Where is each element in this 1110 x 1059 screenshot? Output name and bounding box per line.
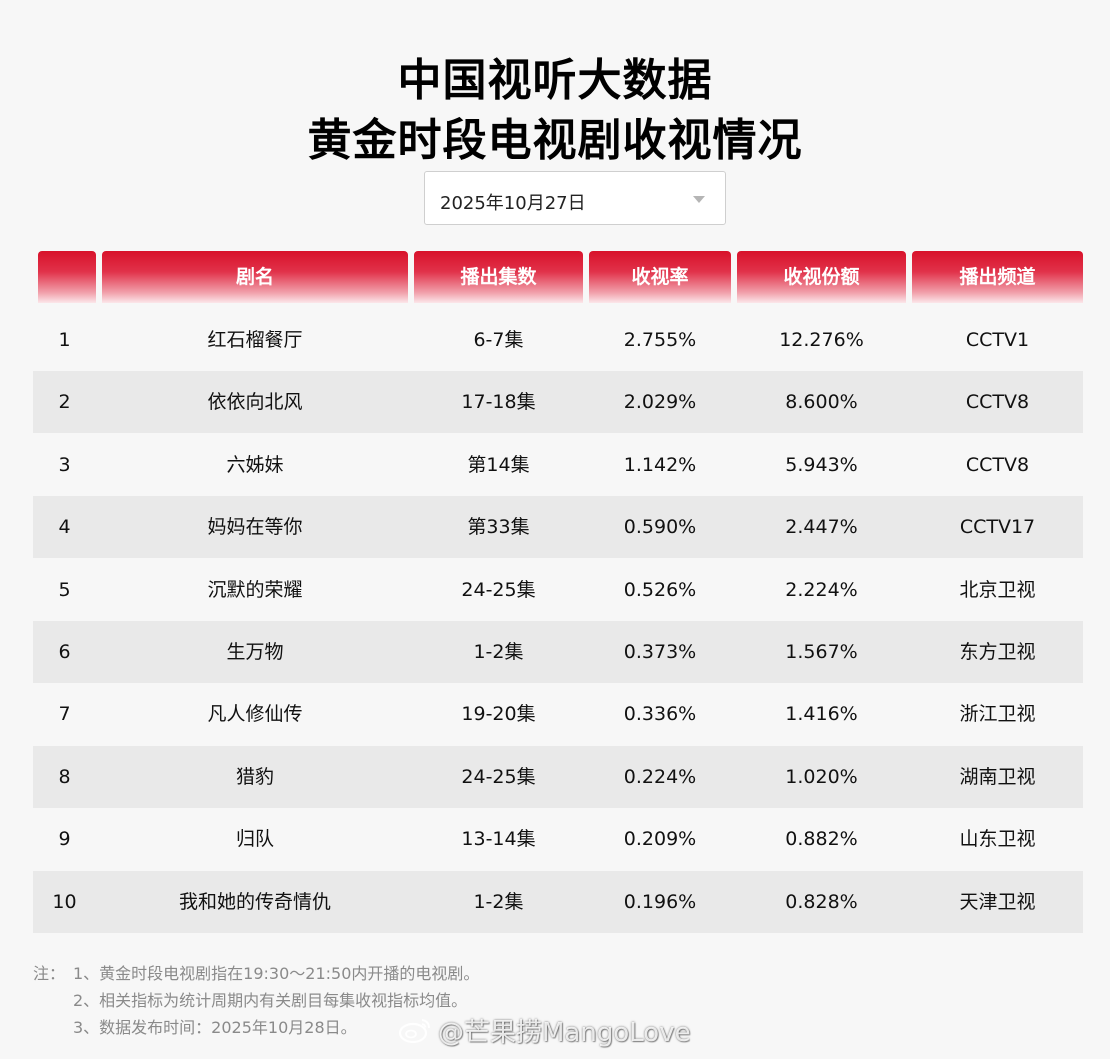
notes-prefix: 注：	[33, 964, 66, 983]
cell-rank: 8	[58, 765, 71, 788]
cell-title: 凡人修仙传	[207, 703, 303, 726]
cell-channel: 山东卫视	[959, 828, 1036, 851]
cell-rating: 2.755%	[623, 329, 697, 351]
cell-episodes: 第33集	[467, 516, 530, 539]
header-share: 收视份额	[737, 251, 906, 303]
table-row: 4 妈妈在等你 第33集 0.590% 2.447% CCTV17	[33, 496, 1083, 559]
cell-title: 我和她的传奇情仇	[178, 890, 331, 913]
note-line-2: 2、相关指标为统计周期内有关剧目每集收视指标均值。	[73, 991, 468, 1010]
cell-episodes: 24-25集	[461, 765, 536, 788]
cell-episodes: 6-7集	[473, 329, 524, 351]
cell-rating: 2.029%	[623, 391, 697, 414]
cell-rating: 0.196%	[623, 890, 697, 913]
cell-title: 妈妈在等你	[207, 516, 303, 539]
cell-share: 1.567%	[785, 641, 858, 663]
header-rating: 收视率	[589, 251, 731, 303]
header-channel: 播出频道	[912, 251, 1083, 303]
cell-episodes: 第14集	[467, 453, 530, 476]
table-row: 7 凡人修仙传 19-20集 0.336% 1.416% 浙江卫视	[33, 683, 1083, 745]
header-rank	[38, 251, 96, 303]
cell-share: 5.943%	[785, 453, 858, 476]
cell-episodes: 1-2集	[473, 890, 524, 913]
cell-title: 归队	[235, 828, 274, 851]
cell-rating: 0.209%	[623, 828, 697, 851]
cell-share: 12.276%	[779, 329, 864, 351]
cell-share: 2.224%	[785, 578, 858, 601]
cell-share: 1.020%	[785, 765, 858, 788]
header-episodes: 播出集数	[414, 251, 583, 303]
table-row: 3 六姊妹 第14集 1.142% 5.943% CCTV8	[33, 434, 1083, 496]
cell-episodes: 13-14集	[461, 828, 536, 851]
cell-title: 沉默的荣耀	[207, 578, 303, 601]
cell-channel: CCTV8	[965, 453, 1030, 476]
table-row: 10 我和她的传奇情仇 1-2集 0.196% 0.828% 天津卫视	[33, 870, 1083, 933]
cell-title: 依依向北风	[207, 391, 303, 414]
cell-title: 生万物	[226, 641, 284, 663]
cell-rank: 4	[58, 516, 71, 539]
cell-rating: 1.142%	[623, 453, 697, 476]
chevron-down-icon	[693, 196, 705, 203]
date-select-value: 2025年10月27日	[440, 193, 586, 214]
page-title-line1: 中国视听大数据	[397, 55, 713, 106]
cell-episodes: 17-18集	[461, 391, 536, 414]
cell-episodes: 19-20集	[461, 703, 536, 726]
cell-episodes: 24-25集	[461, 578, 536, 601]
cell-share: 0.882%	[785, 828, 858, 851]
cell-title: 红石榴餐厅	[207, 329, 303, 351]
date-select[interactable]: 2025年10月27日	[424, 171, 726, 225]
cell-channel: CCTV1	[965, 329, 1030, 351]
cell-share: 0.828%	[785, 890, 858, 913]
watermark: @芒果捞MangoLove	[398, 1010, 691, 1050]
cell-rank: 6	[58, 641, 71, 663]
cell-channel: CCTV17	[959, 516, 1036, 539]
header-title: 剧名	[102, 251, 408, 303]
cell-rank: 9	[58, 828, 71, 851]
cell-share: 8.600%	[785, 391, 858, 414]
cell-rating: 0.224%	[623, 765, 697, 788]
cell-rating: 0.336%	[623, 703, 697, 726]
table-row: 2 依依向北风 17-18集 2.029% 8.600% CCTV8	[33, 371, 1083, 434]
cell-share: 1.416%	[785, 703, 858, 726]
cell-rating: 0.373%	[623, 641, 697, 663]
cell-channel: 天津卫视	[959, 890, 1036, 913]
note-line-1: 1、黄金时段电视剧指在19:30～21:50内开播的电视剧。	[73, 964, 480, 983]
cell-rank: 5	[58, 578, 71, 601]
cell-channel: 东方卫视	[959, 641, 1036, 663]
cell-episodes: 1-2集	[473, 641, 524, 663]
cell-rank: 10	[52, 890, 77, 913]
cell-rating: 0.590%	[623, 516, 697, 539]
cell-rating: 0.526%	[623, 578, 697, 601]
table-row: 5 沉默的荣耀 24-25集 0.526% 2.224% 北京卫视	[33, 559, 1083, 621]
cell-share: 2.447%	[785, 516, 858, 539]
cell-title: 六姊妹	[226, 453, 284, 476]
cell-channel: 湖南卫视	[959, 765, 1036, 788]
weibo-logo-icon	[398, 1019, 430, 1044]
table-row: 8 猎豹 24-25集 0.224% 1.020% 湖南卫视	[33, 745, 1083, 808]
cell-channel: 北京卫视	[959, 578, 1036, 601]
cell-rank: 7	[58, 703, 71, 726]
cell-channel: CCTV8	[965, 391, 1030, 414]
table-row: 1 红石榴餐厅 6-7集 2.755% 12.276% CCTV1	[33, 309, 1083, 371]
note-line-3: 3、数据发布时间：2025年10月28日。	[73, 1018, 357, 1037]
watermark-text: @芒果捞MangoLove	[438, 1017, 691, 1048]
cell-rank: 1	[58, 329, 71, 351]
cell-rank: 2	[58, 391, 71, 414]
cell-channel: 浙江卫视	[959, 703, 1036, 726]
cell-rank: 3	[58, 453, 71, 476]
table-row: 6 生万物 1-2集 0.373% 1.567% 东方卫视	[33, 621, 1083, 683]
page-title-line2: 黄金时段电视剧收视情况	[307, 115, 803, 166]
cell-title: 猎豹	[235, 765, 274, 788]
table-row: 9 归队 13-14集 0.209% 0.882% 山东卫视	[33, 808, 1083, 870]
